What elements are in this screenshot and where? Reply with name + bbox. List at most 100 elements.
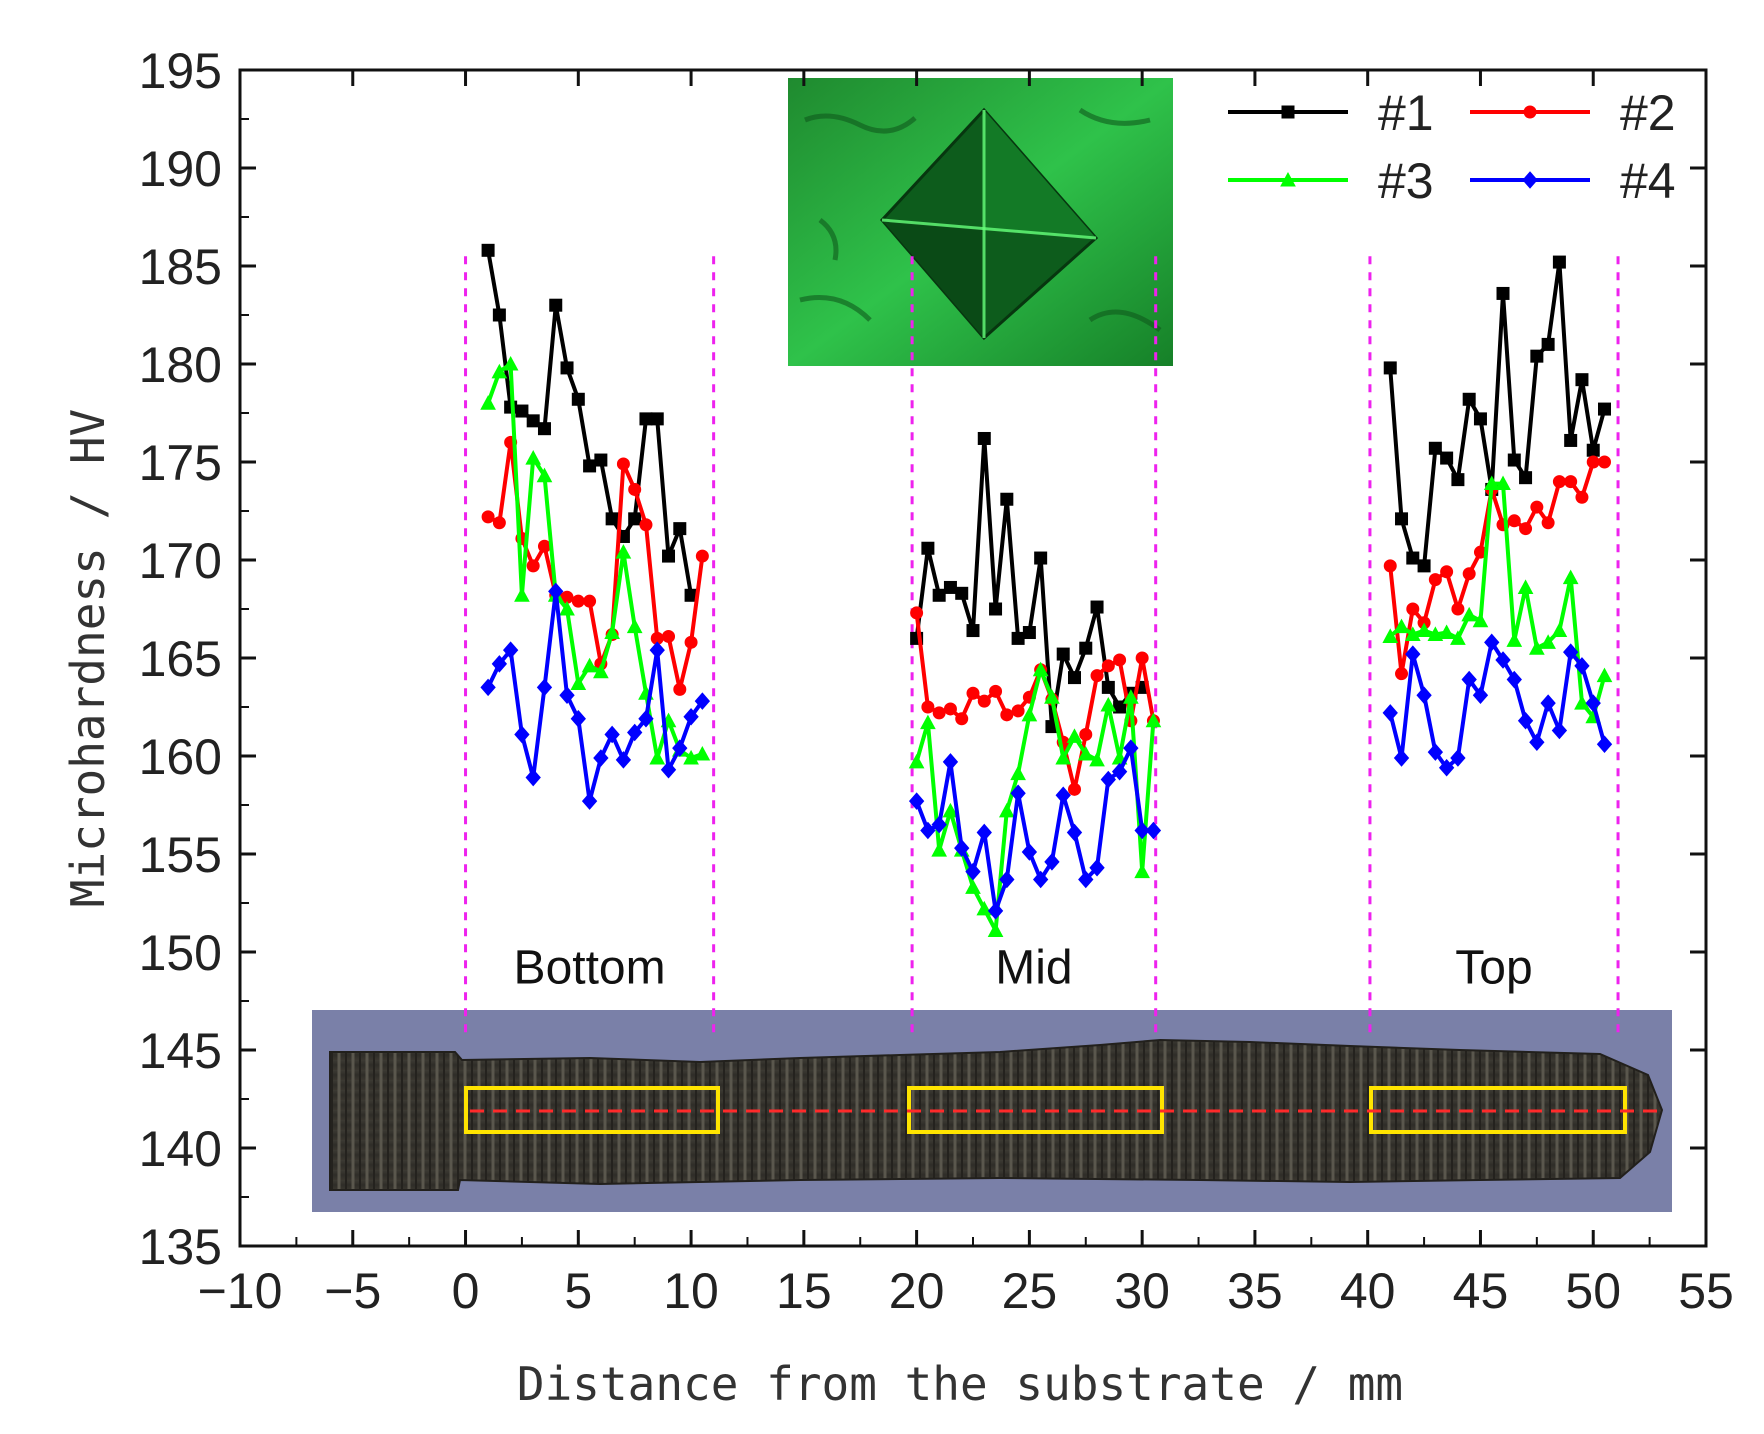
data-point — [1564, 475, 1578, 489]
data-point — [954, 839, 970, 857]
data-point — [1462, 392, 1476, 406]
data-point — [662, 629, 676, 643]
data-point — [1032, 661, 1049, 677]
data-point — [989, 684, 1003, 698]
y-tick-label: 195 — [139, 43, 222, 99]
data-point — [1586, 443, 1600, 457]
y-axis-title: Microhardness / HV — [61, 409, 115, 908]
data-point — [694, 692, 711, 710]
data-point — [1551, 622, 1568, 638]
data-point — [1382, 704, 1398, 722]
legend-label-3: #3 — [1378, 153, 1434, 209]
region-label-mid: Mid — [995, 941, 1072, 994]
data-point — [673, 682, 687, 696]
data-point — [1484, 633, 1500, 652]
data-point — [1483, 475, 1500, 491]
data-point — [987, 922, 1004, 937]
indentation-micrograph-inset — [788, 78, 1173, 366]
data-point — [977, 694, 991, 708]
data-point — [977, 431, 991, 445]
data-point — [1506, 632, 1523, 647]
data-point — [604, 725, 620, 744]
region-label-top: Top — [1455, 941, 1532, 994]
data-point — [1383, 559, 1397, 573]
data-point — [1541, 516, 1555, 530]
x-tick-label: 25 — [1002, 1263, 1058, 1319]
legend-label-4: #4 — [1620, 153, 1676, 209]
data-point — [1066, 728, 1083, 743]
data-point — [1077, 745, 1094, 761]
y-tick-label: 145 — [139, 1023, 222, 1079]
data-point — [908, 753, 925, 769]
data-point — [581, 657, 598, 673]
data-point — [491, 363, 508, 379]
data-point — [605, 512, 619, 526]
data-point — [1022, 626, 1036, 640]
data-point — [1395, 667, 1409, 681]
data-point — [931, 815, 947, 834]
data-point — [583, 459, 597, 473]
data-point — [615, 751, 632, 769]
data-point — [1574, 695, 1590, 710]
data-point — [492, 516, 506, 530]
data-point — [526, 414, 540, 428]
y-tick-label: 190 — [139, 141, 222, 197]
data-point — [639, 412, 653, 426]
data-point — [616, 457, 630, 471]
data-point — [1472, 612, 1489, 628]
data-point — [559, 600, 575, 616]
series-line — [1388, 260, 1607, 568]
data-point — [931, 842, 948, 857]
data-point — [1113, 653, 1127, 667]
data-point — [649, 749, 666, 765]
region-label-bottom: Bottom — [514, 941, 666, 994]
data-point — [649, 641, 665, 659]
data-point — [1461, 670, 1477, 689]
data-point — [932, 588, 946, 602]
data-point — [548, 582, 564, 601]
data-point — [1428, 573, 1442, 587]
data-point — [571, 594, 585, 608]
data-point — [626, 618, 643, 634]
data-point — [1021, 843, 1038, 861]
y-tick-label: 165 — [139, 631, 222, 687]
data-point — [1522, 171, 1538, 189]
x-tick-label: −5 — [324, 1263, 381, 1319]
data-point — [1089, 751, 1105, 767]
data-point — [976, 823, 992, 842]
y-tick-label: 160 — [139, 729, 222, 785]
data-point — [480, 678, 496, 697]
data-point — [1134, 863, 1150, 879]
data-point — [987, 902, 1004, 920]
data-point — [639, 518, 653, 532]
data-point — [1090, 669, 1104, 683]
data-point — [1404, 626, 1421, 641]
y-tick-label: 180 — [139, 337, 222, 393]
data-point — [514, 725, 530, 744]
data-point — [694, 745, 711, 761]
data-point — [526, 559, 540, 573]
data-point — [480, 395, 496, 410]
data-point — [1056, 647, 1070, 661]
y-tick-label: 150 — [139, 925, 222, 981]
data-point — [673, 522, 687, 536]
data-point — [942, 802, 959, 818]
data-point — [1055, 786, 1071, 804]
x-tick-label: 55 — [1678, 1263, 1734, 1319]
x-tick-label: 20 — [889, 1263, 945, 1319]
measure-box-bottom — [464, 1086, 720, 1134]
data-point — [627, 723, 643, 742]
data-point — [1450, 749, 1466, 767]
y-tick-label: 185 — [139, 239, 222, 295]
data-point — [1451, 473, 1465, 487]
data-point — [1145, 712, 1162, 728]
y-tick-label: 170 — [139, 533, 222, 589]
data-point — [559, 686, 575, 704]
data-point — [560, 361, 574, 375]
data-point — [481, 243, 495, 257]
data-point — [604, 624, 620, 640]
x-tick-label: 35 — [1227, 1263, 1283, 1319]
data-point — [1552, 255, 1566, 269]
data-point — [910, 606, 924, 620]
